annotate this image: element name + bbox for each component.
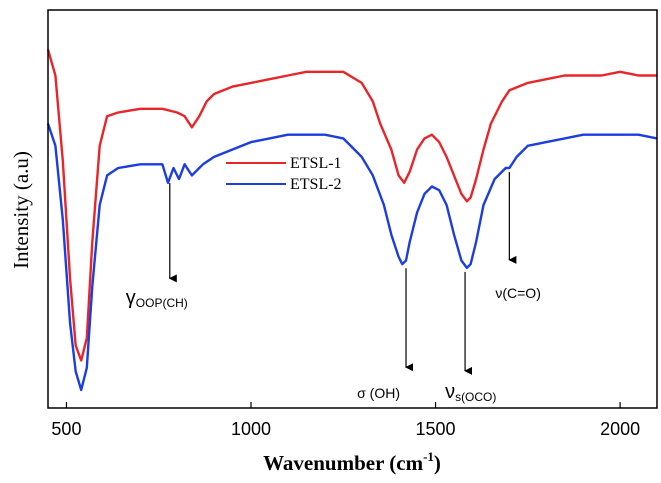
x-axis-label-sup: -1 xyxy=(423,449,434,464)
plot-frame xyxy=(47,9,658,409)
x-tick-label: 2000 xyxy=(600,419,640,439)
legend-label-etsl-2: ETSL-2 xyxy=(290,176,342,193)
annotations: γOOP(CH) σ (OH) νs(OCO) ν(C=O) xyxy=(126,172,541,404)
annotation-label: νs(OCO) xyxy=(445,381,496,404)
annotation-label: γOOP(CH) xyxy=(126,287,188,310)
series-line-etsl-1 xyxy=(46,49,657,362)
x-axis-label-main: Wavenumber (cm xyxy=(263,451,424,475)
x-tick-label: 1500 xyxy=(416,419,456,439)
annotation-label: ν(C=O) xyxy=(495,285,541,301)
x-axis-ticks: 500 1000 1500 2000 xyxy=(51,402,640,439)
x-axis-label: Wavenumber (cm-1) xyxy=(263,449,441,475)
x-tick-label: 500 xyxy=(51,419,81,439)
x-tick-label: 1000 xyxy=(231,419,271,439)
y-axis-label: Intensity (a.u) xyxy=(9,151,33,269)
legend-label-etsl-1: ETSL-1 xyxy=(290,155,342,172)
legend: ETSL-1 ETSL-2 xyxy=(226,155,342,193)
x-axis-label-close: ) xyxy=(434,451,441,475)
series-line-etsl-2 xyxy=(46,123,658,392)
annotation-label: σ (OH) xyxy=(357,385,400,401)
series-lines xyxy=(46,49,658,392)
